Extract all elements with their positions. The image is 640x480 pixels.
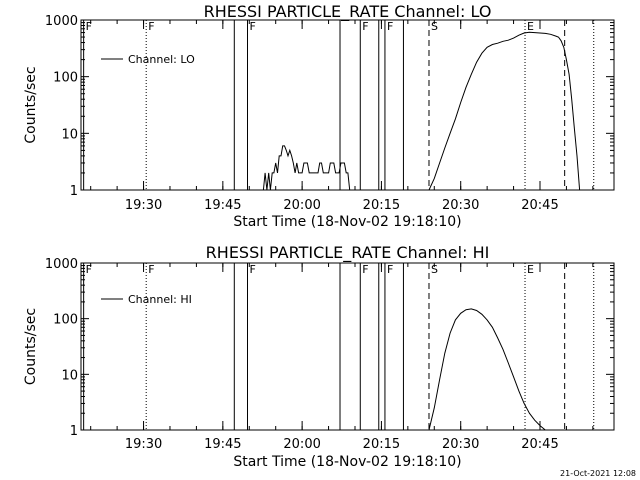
x-tick-label: 19:45	[204, 437, 241, 452]
plot-frame	[80, 19, 615, 191]
x-tick-label: 20:00	[283, 198, 320, 213]
flag-marker-label: E	[527, 20, 534, 33]
y-tick-label: 100	[53, 313, 78, 328]
flag-marker-label: F	[86, 20, 92, 33]
flag-marker-label: F	[362, 20, 368, 33]
x-tick-label: 20:30	[442, 198, 479, 213]
y-axis-label: Counts/sec	[23, 308, 39, 385]
y-tick-label: 1000	[45, 14, 78, 29]
plot-frame	[80, 262, 615, 431]
y-tick-label: 1000	[45, 257, 78, 272]
x-tick-label: 19:30	[125, 437, 162, 452]
flag-marker-label: S	[431, 263, 438, 276]
y-tick-label: 100	[53, 71, 78, 86]
y-axis-label: Counts/sec	[23, 66, 39, 143]
flag-marker-label: F	[148, 263, 154, 276]
flag-marker-label: F	[362, 263, 368, 276]
x-tick-label: 20:15	[363, 198, 400, 213]
y-tick-label: 1	[70, 184, 78, 199]
series-line	[428, 31, 581, 191]
chart-title: RHESSI PARTICLE_RATE Channel: HI	[206, 243, 490, 263]
legend-label: Channel: HI	[128, 293, 192, 306]
y-tick-label: 1	[70, 424, 78, 439]
series-line	[428, 308, 546, 431]
x-tick-label: 20:30	[442, 437, 479, 452]
chart-panel-1: RHESSI PARTICLE_RATE Channel: LO 1 10 100 10…	[23, 2, 615, 230]
x-axis-label: Start Time (18-Nov-02 19:18:10)	[233, 214, 461, 230]
flag-marker-label: F	[148, 20, 154, 33]
y-tick-label: 10	[61, 127, 78, 142]
flag-marker-label: E	[527, 263, 534, 276]
x-tick-label: 20:45	[521, 437, 558, 452]
flag-marker-label: F	[387, 263, 393, 276]
flag-marker-label: F	[86, 263, 92, 276]
flag-marker-label: F	[250, 20, 256, 33]
x-tick-label: 20:00	[283, 437, 320, 452]
series-line	[262, 145, 352, 191]
x-tick-label: 19:30	[125, 198, 162, 213]
flag-marker-label: S	[431, 20, 438, 33]
x-tick-label: 20:45	[521, 198, 558, 213]
timestamp-footer: 21-Oct-2021 12:08	[560, 469, 636, 478]
x-axis-label: Start Time (18-Nov-02 19:18:10)	[233, 454, 461, 470]
flag-marker-label: F	[387, 20, 393, 33]
flag-marker-label: F	[250, 263, 256, 276]
legend-label: Channel: LO	[128, 53, 195, 66]
y-tick-label: 10	[61, 368, 78, 383]
chart-panel-2: RHESSI PARTICLE_RATE Channel: HI 1 10 100 10…	[23, 243, 615, 470]
x-tick-label: 19:45	[204, 198, 241, 213]
x-tick-label: 20:15	[363, 437, 400, 452]
chart-title: RHESSI PARTICLE_RATE Channel: LO	[204, 2, 492, 22]
